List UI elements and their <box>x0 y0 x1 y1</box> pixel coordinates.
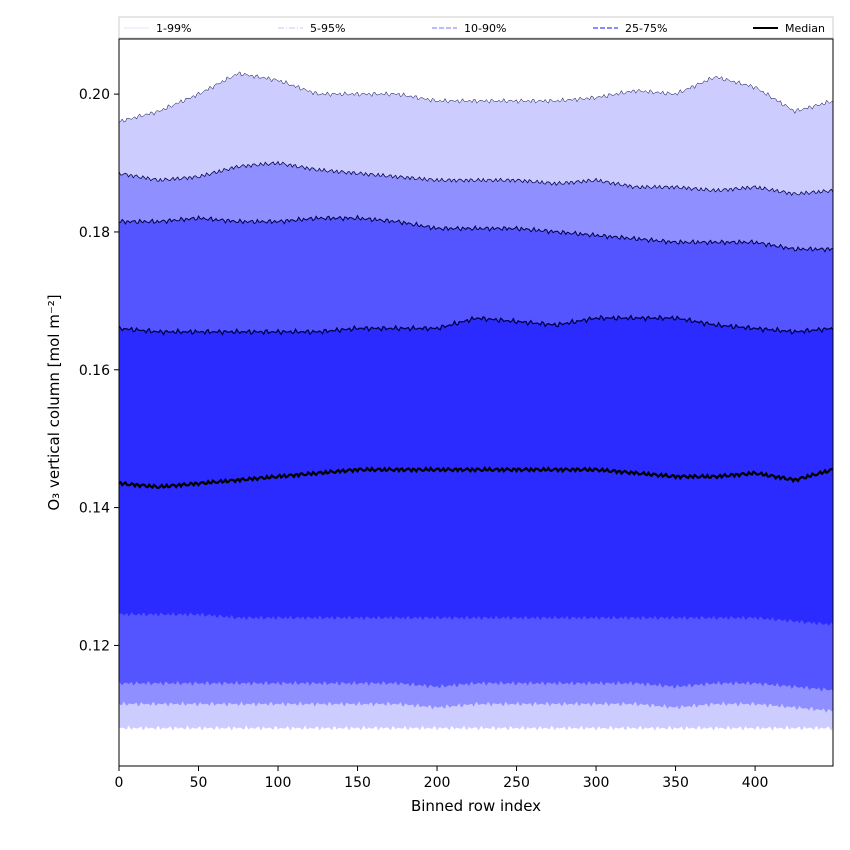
legend-label: 10-90% <box>464 22 506 35</box>
y-tick-label: 0.20 <box>79 87 110 103</box>
x-tick-label: 50 <box>190 775 208 791</box>
legend-label: 5-95% <box>310 22 345 35</box>
y-axis-title: O₃ vertical column [mol m⁻²] <box>45 294 63 510</box>
median-line <box>119 466 833 490</box>
x-tick-label: 400 <box>742 775 769 791</box>
legend-label: 25-75% <box>625 22 667 35</box>
legend-box <box>118 16 834 39</box>
y-axis: 0.12 0.14 0.16 0.18 0.20 <box>79 87 119 654</box>
band-10-to-90-upper-edge <box>119 214 833 253</box>
x-tick-label: 0 <box>115 775 124 791</box>
x-tick-label: 250 <box>503 775 530 791</box>
x-tick-label: 300 <box>583 775 610 791</box>
legend-label: Median <box>785 22 825 35</box>
y-tick-label: 0.18 <box>79 225 110 241</box>
legend: 1-99% 5-95% 10-90% 25-75% Median <box>118 16 834 39</box>
plot-frame <box>118 38 834 767</box>
x-tick-label: 350 <box>662 775 689 791</box>
x-axis: 0 50 100 150 200 250 300 350 400 <box>115 766 769 791</box>
band-edges-layer <box>119 71 833 336</box>
band-5-to-95-upper-edge <box>119 160 833 197</box>
bands-layer <box>119 71 833 731</box>
y-tick-label: 0.14 <box>79 501 110 517</box>
x-tick-label: 150 <box>344 775 371 791</box>
band-25-to-75-upper-edge <box>119 314 833 336</box>
band-1-to-99-upper-edge <box>119 71 833 123</box>
x-tick-label: 200 <box>424 775 451 791</box>
median-layer <box>119 466 833 490</box>
x-tick-label: 100 <box>265 775 292 791</box>
legend-label: 1-99% <box>156 22 191 35</box>
y-tick-label: 0.16 <box>79 363 110 379</box>
y-tick-label: 0.12 <box>79 638 110 654</box>
x-axis-title: Binned row index <box>411 797 541 815</box>
